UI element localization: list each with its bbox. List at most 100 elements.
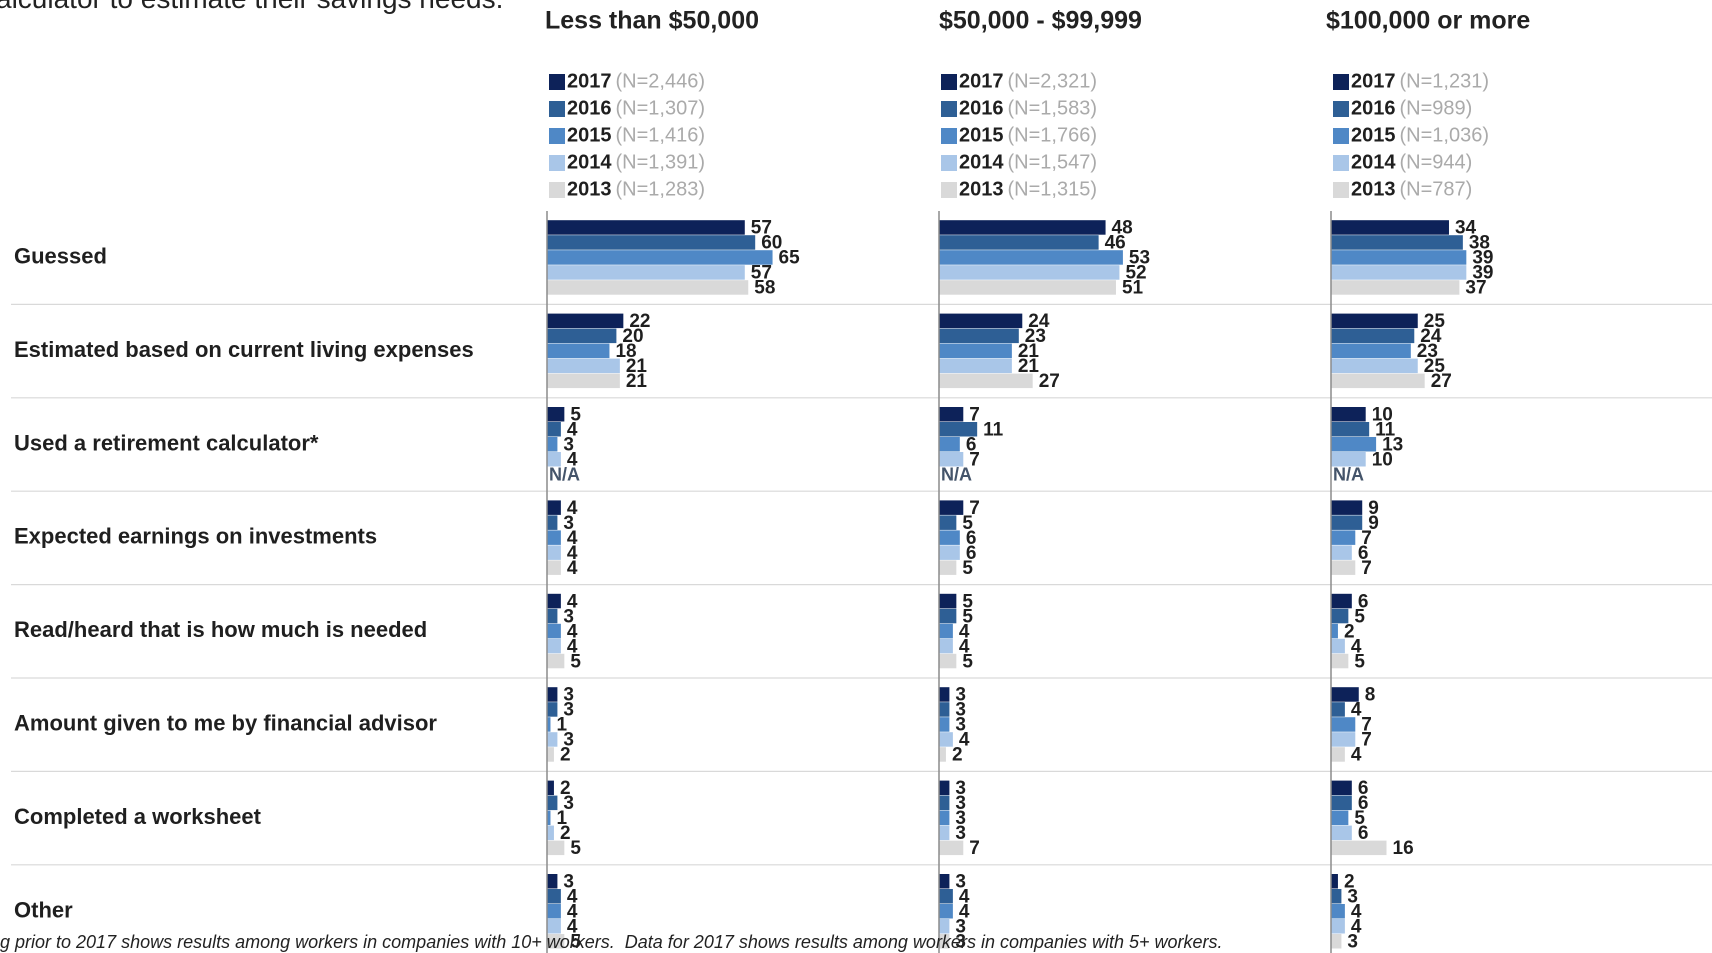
bar <box>547 452 561 467</box>
bar <box>1331 560 1356 575</box>
value-label: 57 <box>751 218 772 239</box>
bar <box>1331 343 1411 359</box>
value-label: 5 <box>570 651 581 672</box>
legend-n: (N=1,315) <box>1008 178 1098 200</box>
bar <box>1331 265 1467 280</box>
bar <box>1331 280 1460 295</box>
legend-swatch <box>1333 155 1349 171</box>
value-label: 5 <box>962 591 973 612</box>
bar <box>1331 795 1352 811</box>
bar <box>547 747 554 762</box>
legend-n: (N=1,307) <box>616 97 706 119</box>
bar <box>547 780 554 796</box>
value-label: 25 <box>1424 356 1446 377</box>
bar <box>939 653 957 669</box>
value-label: 5 <box>1354 651 1365 672</box>
legend-n: (N=1,547) <box>1008 151 1098 173</box>
value-label: 4 <box>567 528 578 549</box>
legend-name: 2015 <box>567 124 612 146</box>
value-label: 6 <box>966 543 977 564</box>
bar <box>547 422 561 437</box>
value-label: 3 <box>563 700 574 721</box>
value-label: 7 <box>969 405 980 426</box>
value-label: 6 <box>1358 543 1369 564</box>
legend-swatch <box>941 182 957 198</box>
legend-name: 2016 <box>567 97 612 119</box>
bar <box>1331 717 1356 732</box>
legend-swatch <box>1333 128 1349 144</box>
value-label: 4 <box>1351 745 1362 766</box>
legend-swatch <box>941 128 957 144</box>
value-label: 20 <box>622 326 643 347</box>
bar <box>547 328 617 344</box>
value-label: 18 <box>615 341 636 362</box>
value-label: 3 <box>955 872 966 893</box>
value-label: 2 <box>952 745 963 766</box>
legend-swatch <box>1333 182 1349 198</box>
value-label: 5 <box>962 513 973 534</box>
category-label: Other <box>14 897 73 922</box>
bar <box>939 825 950 841</box>
legend-name: 2017 <box>567 70 612 92</box>
bar <box>547 795 558 811</box>
bar <box>547 500 561 515</box>
legend-name: 2017 <box>959 70 1004 92</box>
bar <box>547 919 561 934</box>
bar <box>1331 313 1418 329</box>
value-label: 5 <box>962 651 973 672</box>
value-label: 38 <box>1469 233 1490 254</box>
legend-swatch <box>549 155 565 171</box>
value-label: 5 <box>1354 808 1365 829</box>
value-label: 3 <box>955 932 966 953</box>
legend-swatch <box>941 74 957 90</box>
bar <box>547 934 565 949</box>
bar <box>939 638 953 654</box>
value-label: 4 <box>567 543 578 564</box>
value-label: 9 <box>1368 513 1379 534</box>
value-label: 6 <box>1358 778 1369 799</box>
value-label: 22 <box>629 311 650 332</box>
bar <box>1331 934 1342 949</box>
bar <box>547 638 561 654</box>
value-label: 4 <box>959 902 970 923</box>
value-label: 16 <box>1393 838 1414 859</box>
bar <box>547 560 561 575</box>
legend-n: (N=944) <box>1400 151 1473 173</box>
bar <box>939 280 1116 295</box>
legend-swatch <box>549 182 565 198</box>
legend-swatch <box>1333 74 1349 90</box>
value-label: 7 <box>969 838 980 859</box>
legend-swatch <box>941 155 957 171</box>
bar <box>547 840 565 856</box>
bar <box>547 593 561 609</box>
bar <box>939 780 950 796</box>
value-label: 21 <box>626 356 648 377</box>
bar <box>939 608 957 624</box>
bar <box>547 653 565 669</box>
value-label: 11 <box>1375 420 1396 441</box>
bar <box>939 235 1099 250</box>
bar <box>939 874 950 889</box>
bar <box>939 702 950 717</box>
value-label: 48 <box>1112 218 1133 239</box>
panel-title: $100,000 or more <box>1326 7 1530 35</box>
value-label: N/A <box>549 464 580 484</box>
bar <box>547 687 558 702</box>
bar <box>547 235 756 250</box>
bar <box>939 343 1012 359</box>
legend-name: 2016 <box>959 97 1004 119</box>
bar <box>1331 825 1352 841</box>
bar <box>939 437 960 452</box>
value-label: 4 <box>567 558 578 579</box>
value-label: 8 <box>1365 685 1376 706</box>
bar <box>1331 422 1370 437</box>
value-label: 1 <box>556 808 567 829</box>
value-label: 6 <box>966 435 977 456</box>
value-label: 4 <box>959 636 970 657</box>
category-label: Expected earnings on investments <box>14 524 377 549</box>
bar <box>939 732 953 747</box>
value-label: 6 <box>1358 591 1369 612</box>
bar <box>939 934 950 949</box>
bar <box>1331 235 1463 250</box>
bar <box>939 840 964 856</box>
